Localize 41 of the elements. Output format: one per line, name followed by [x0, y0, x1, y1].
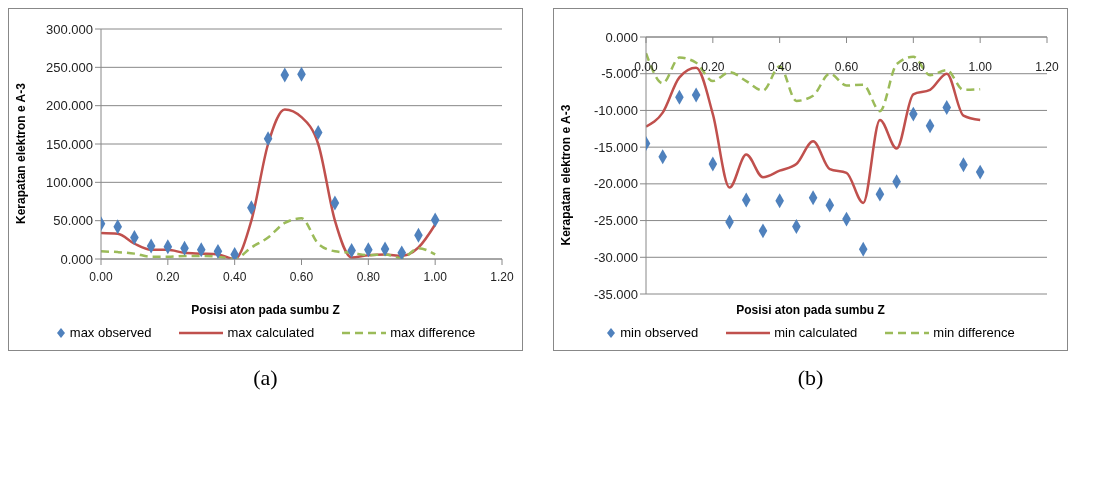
y-tick-label: 150.000 [46, 136, 93, 152]
text: (b) [797, 365, 824, 391]
x-tick-label: 0.00 [89, 270, 113, 284]
x-tick-label: 1.00 [423, 270, 448, 284]
x-axis-title: Posisi aton pada sumbu Z [190, 303, 341, 317]
y-tick-label: -15.000 [593, 139, 638, 155]
legend-label: max observed [69, 325, 152, 340]
x-axis-title: Posisi aton pada sumbu Z [735, 303, 886, 317]
x-tick-label: 0.60 [289, 270, 314, 284]
y-tick-label: 50.000 [53, 213, 93, 229]
x-tick-label: 0.80 [901, 60, 926, 74]
x-tick-label: 0.80 [356, 270, 381, 284]
y-tick-label: -35.000 [593, 286, 638, 302]
legend-label: max calculated [227, 325, 315, 340]
x-tick-label: 0.20 [156, 270, 180, 284]
x-tick-label: 1.20 [490, 270, 514, 284]
y-tick-label: -10.000 [593, 103, 638, 119]
y-tick-label: -20.000 [593, 176, 638, 192]
x-tick-label: 0.20 [701, 60, 725, 74]
y-tick-label: 0.000 [605, 29, 638, 45]
legend-label: min difference [933, 325, 1015, 340]
x-tick-label: 1.20 [1035, 60, 1059, 74]
line-series [101, 217, 437, 259]
x-tick-label: 0.60 [834, 60, 859, 74]
y-tick-label: 200.000 [46, 98, 93, 114]
y-tick-label: 0.000 [60, 251, 93, 267]
y-tick-label: -30.000 [593, 249, 638, 265]
text: (a) [253, 365, 278, 391]
y-tick-label: 300.000 [46, 21, 93, 37]
y-tick-label: -25.000 [593, 213, 638, 229]
y-axis-title: Kerapatan elektron e A-3 [559, 104, 574, 246]
legend-label: min calculated [774, 325, 858, 340]
y-tick-label: 250.000 [46, 59, 93, 75]
point [397, 245, 407, 259]
legend-label: max difference [390, 325, 476, 340]
legend-label: min observed [620, 325, 699, 340]
x-tick-label: 0.40 [222, 270, 247, 284]
y-axis-title: Kerapatan elektron e A-3 [14, 82, 29, 224]
x-tick-label: 1.00 [968, 60, 993, 74]
x-tick-label: 0.40 [767, 60, 792, 74]
y-tick-label: 100.000 [46, 174, 93, 190]
